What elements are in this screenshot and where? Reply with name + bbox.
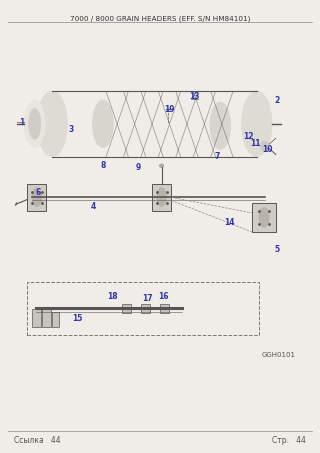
Text: 5: 5 [275,245,280,254]
Text: 14: 14 [225,218,235,227]
Text: 11: 11 [250,139,260,148]
Text: Стр.   44: Стр. 44 [272,436,306,445]
Text: 17: 17 [142,294,153,303]
Text: 13: 13 [190,92,200,101]
FancyBboxPatch shape [160,304,169,313]
Ellipse shape [159,164,164,168]
Text: 9: 9 [135,164,140,173]
Text: 7: 7 [214,152,220,161]
Ellipse shape [24,100,45,148]
Text: 7000 / 8000 GRAIN HEADERS (EFF. S/N HM84101): 7000 / 8000 GRAIN HEADERS (EFF. S/N HM84… [70,16,250,22]
Text: 2: 2 [275,96,280,105]
Text: 8: 8 [100,161,106,170]
Text: 16: 16 [158,292,168,301]
Text: 3: 3 [68,125,74,134]
Text: 4: 4 [91,202,96,211]
Text: Ссылка   44: Ссылка 44 [14,436,61,445]
FancyBboxPatch shape [52,312,60,328]
FancyBboxPatch shape [152,184,171,211]
Text: GGH0101: GGH0101 [261,352,295,358]
Ellipse shape [259,207,269,227]
FancyBboxPatch shape [28,184,46,211]
Ellipse shape [92,100,113,148]
Ellipse shape [242,91,272,156]
Text: 19: 19 [164,105,175,114]
FancyBboxPatch shape [32,309,41,328]
Ellipse shape [32,188,42,207]
Text: 15: 15 [72,314,83,323]
Ellipse shape [37,91,67,156]
Text: 6: 6 [35,188,41,197]
Text: 12: 12 [244,132,254,141]
Ellipse shape [157,188,166,207]
Text: 10: 10 [263,145,273,154]
Ellipse shape [210,102,231,149]
FancyBboxPatch shape [252,202,276,232]
FancyBboxPatch shape [42,309,51,328]
Ellipse shape [29,109,41,139]
FancyBboxPatch shape [141,304,150,313]
Text: 18: 18 [107,292,118,301]
Text: 1: 1 [20,118,25,127]
Ellipse shape [260,141,269,151]
FancyBboxPatch shape [122,304,131,313]
